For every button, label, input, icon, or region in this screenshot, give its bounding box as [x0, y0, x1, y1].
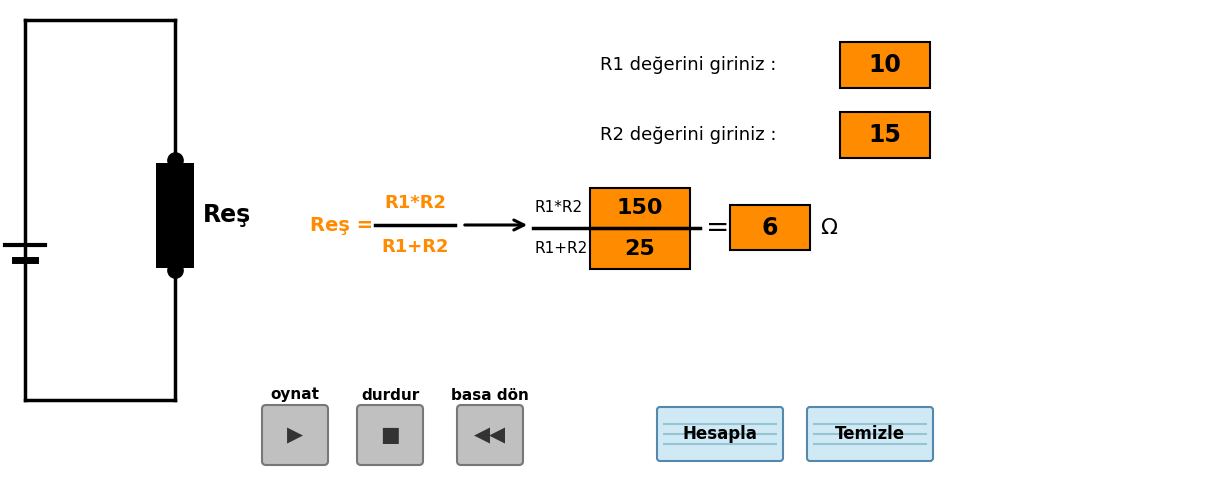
- Text: 10: 10: [869, 53, 901, 77]
- Text: R2 değerini giriniz :: R2 değerini giriniz :: [600, 126, 777, 144]
- Text: R1+R2: R1+R2: [381, 238, 449, 256]
- Text: basa dön: basa dön: [451, 388, 529, 402]
- Text: 6: 6: [762, 216, 778, 239]
- FancyBboxPatch shape: [156, 163, 194, 268]
- Text: 150: 150: [617, 198, 663, 218]
- FancyBboxPatch shape: [457, 405, 523, 465]
- FancyBboxPatch shape: [840, 112, 930, 158]
- FancyBboxPatch shape: [657, 407, 783, 461]
- Text: R1+R2: R1+R2: [535, 240, 588, 256]
- Text: Ω: Ω: [820, 218, 837, 238]
- Text: Temizle: Temizle: [835, 425, 905, 443]
- Text: 15: 15: [869, 123, 901, 147]
- Text: 25: 25: [624, 239, 656, 259]
- FancyBboxPatch shape: [590, 229, 690, 269]
- Text: durdur: durdur: [361, 388, 419, 402]
- Text: ■: ■: [380, 425, 399, 445]
- Text: =: =: [705, 214, 730, 242]
- FancyBboxPatch shape: [730, 205, 809, 250]
- Text: oynat: oynat: [271, 388, 319, 402]
- FancyBboxPatch shape: [357, 405, 424, 465]
- Text: R1 değerini giriniz :: R1 değerini giriniz :: [600, 56, 777, 74]
- FancyBboxPatch shape: [263, 405, 328, 465]
- Text: ◀◀: ◀◀: [474, 425, 506, 445]
- Text: Reş =: Reş =: [310, 216, 380, 235]
- Text: R1*R2: R1*R2: [535, 199, 583, 215]
- Text: Reş: Reş: [203, 203, 252, 227]
- Text: R1*R2: R1*R2: [384, 194, 446, 212]
- Text: Hesapla: Hesapla: [682, 425, 757, 443]
- FancyBboxPatch shape: [590, 188, 690, 228]
- Text: ▶: ▶: [287, 425, 302, 445]
- FancyBboxPatch shape: [840, 42, 930, 88]
- FancyBboxPatch shape: [807, 407, 933, 461]
